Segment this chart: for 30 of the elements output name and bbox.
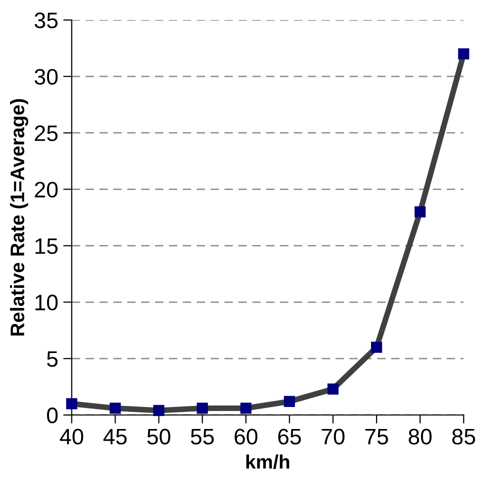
x-tick-label: 85 xyxy=(452,428,476,445)
y-tick-label: 5 xyxy=(47,351,58,367)
point xyxy=(458,48,470,60)
y-tick-label: 20 xyxy=(34,182,58,198)
point xyxy=(196,402,208,414)
x-axis-title: km/h xyxy=(246,454,290,469)
point xyxy=(414,206,426,218)
x-tick-label: 75 xyxy=(365,429,388,445)
y-tick-label: 15 xyxy=(35,238,58,254)
x-tick-label: 50 xyxy=(147,428,170,445)
y-tick-label: 35 xyxy=(34,12,58,28)
point xyxy=(284,396,296,408)
y-tick-label: 25 xyxy=(34,125,58,142)
x-tick-label: 80 xyxy=(408,428,432,445)
point xyxy=(240,402,252,414)
point xyxy=(153,404,164,416)
x-tick-label: 70 xyxy=(322,428,344,445)
y-axis-title: Relative Rate (1=Average) xyxy=(10,99,28,336)
x-tick-label: 60 xyxy=(234,428,258,445)
x-tick-label: 45 xyxy=(103,429,127,445)
y-tick-label: 0 xyxy=(47,408,58,424)
point xyxy=(66,398,78,410)
y-tick-label: 10 xyxy=(35,294,58,310)
x-tick-label: 55 xyxy=(190,429,214,445)
x-tick-label: 65 xyxy=(278,428,301,445)
x-tick-label: 40 xyxy=(60,428,84,445)
point xyxy=(110,402,121,414)
point xyxy=(371,342,382,353)
point xyxy=(327,383,339,395)
y-tick-label: 30 xyxy=(34,68,58,85)
